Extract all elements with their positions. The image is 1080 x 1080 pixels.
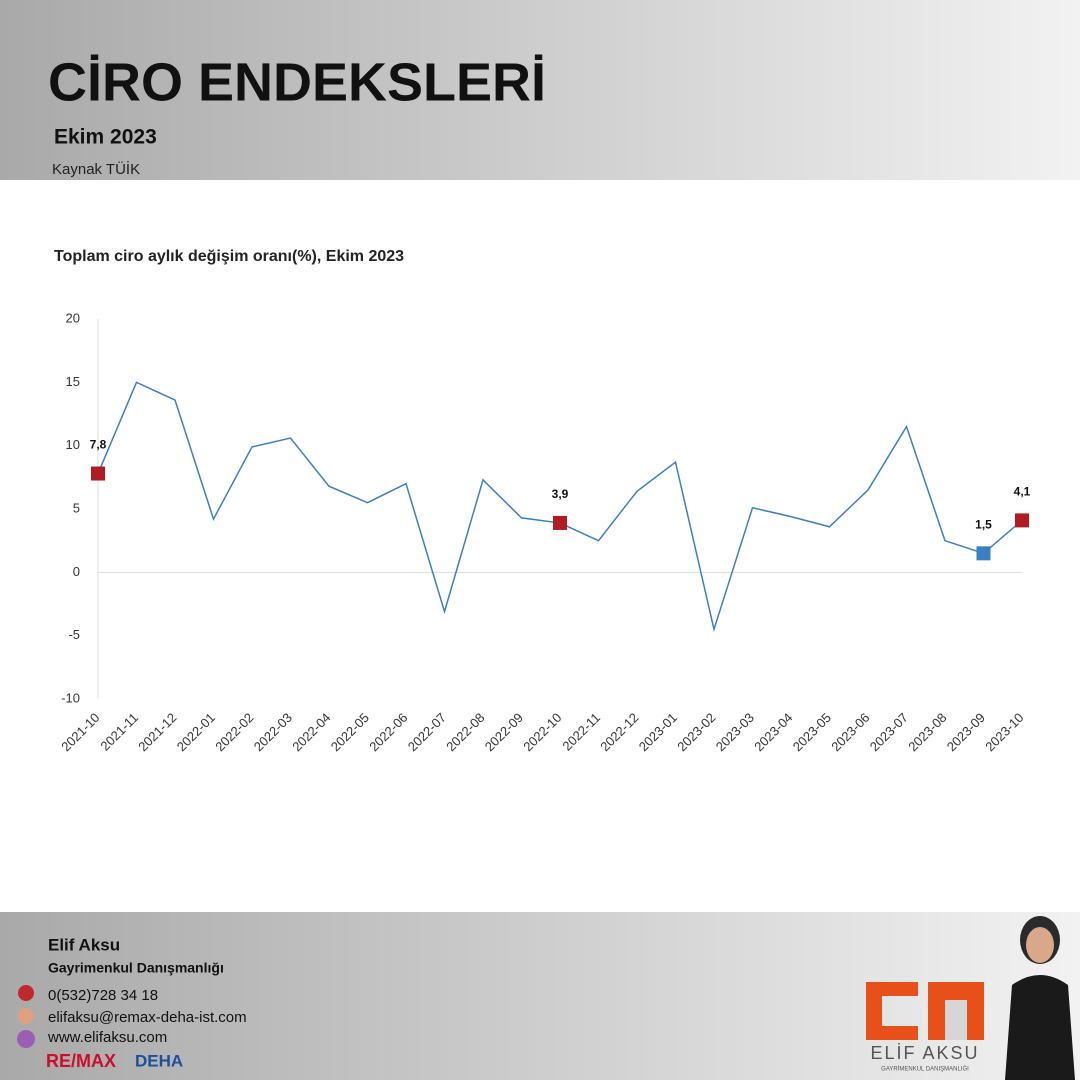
x-tick-label: 2022-03 [251, 710, 295, 754]
x-tick-label: 2023-08 [905, 710, 949, 754]
series-line [97, 381, 1023, 633]
portrait [1005, 916, 1075, 1080]
value-label: 1,5 [975, 518, 992, 532]
logo-shape [945, 1000, 967, 1040]
x-tick-label: 2022-04 [289, 710, 333, 754]
x-tick-label: 2021-11 [97, 710, 141, 754]
email-icon [18, 1008, 34, 1024]
x-tick-label: 2022-09 [482, 710, 526, 754]
value-label: 4,1 [1014, 485, 1031, 499]
website: www.elifaksu.com [47, 1029, 167, 1046]
email: elifaksu@remax-deha-ist.com [48, 1009, 247, 1026]
x-tick-label: 2023-06 [828, 710, 872, 754]
y-tick-label: 0 [73, 564, 80, 579]
page-title: CİRO ENDEKSLERİ [48, 52, 546, 112]
x-tick-label: 2021-12 [135, 710, 179, 754]
value-label: 3,9 [552, 487, 569, 501]
subtitle: Ekim 2023 [54, 126, 157, 149]
logo-shape [866, 1026, 918, 1040]
x-tick-label: 2023-05 [790, 710, 834, 754]
x-tick-label: 2022-06 [366, 710, 410, 754]
x-tick-label: 2023-04 [751, 710, 795, 754]
web-icon [17, 1030, 35, 1048]
x-tick-label: 2023-07 [867, 710, 911, 754]
x-tick-label: 2022-07 [405, 710, 449, 754]
y-tick-label: 20 [66, 310, 80, 325]
phone: 0(532)728 34 18 [48, 987, 158, 1004]
x-tick-label: 2022-08 [443, 710, 487, 754]
x-tick-label: 2022-01 [174, 710, 218, 754]
logo-name: ELİF AKSU [870, 1043, 979, 1063]
x-tick-label: 2022-11 [559, 710, 603, 754]
highlight-marker [1015, 513, 1029, 528]
x-tick-label: 2022-10 [520, 710, 564, 754]
x-tick-label: 2023-03 [713, 710, 757, 754]
brand: RE/MAX [46, 1051, 116, 1071]
logo-shape [866, 982, 882, 1040]
x-tick-label: 2023-10 [982, 710, 1026, 754]
x-tick-label: 2023-01 [636, 710, 680, 754]
logo-tagline: GAYRİMENKUL DANIŞMANLIĞI [881, 1066, 969, 1073]
brand-office: DEHA [135, 1051, 183, 1070]
x-tick-label: 2023-02 [674, 710, 718, 754]
contact-name: Elif Aksu [48, 935, 120, 954]
x-tick-label: 2021-10 [58, 710, 102, 754]
phone-icon [18, 985, 34, 1001]
highlight-marker [91, 466, 105, 481]
y-tick-label: -5 [68, 627, 80, 642]
y-tick-label: 10 [66, 437, 80, 452]
x-tick-label: 2023-09 [944, 710, 988, 754]
chart-title: Toplam ciro aylık değişim oranı(%), Ekim… [54, 248, 404, 265]
x-tick-label: 2022-02 [212, 710, 256, 754]
y-tick-label: -10 [61, 690, 80, 705]
x-tick-label: 2022-12 [597, 710, 641, 754]
y-tick-label: 5 [73, 500, 80, 515]
highlight-marker [553, 515, 567, 530]
y-tick-label: 15 [66, 374, 80, 389]
highlight-marker [976, 546, 991, 561]
x-tick-label: 2022-05 [328, 710, 372, 754]
header-band [0, 0, 1080, 180]
value-label: 7,8 [90, 438, 107, 452]
source: Kaynak TÜİK [52, 160, 140, 178]
contact-role: Gayrimenkul Danışmanlığı [48, 960, 224, 976]
